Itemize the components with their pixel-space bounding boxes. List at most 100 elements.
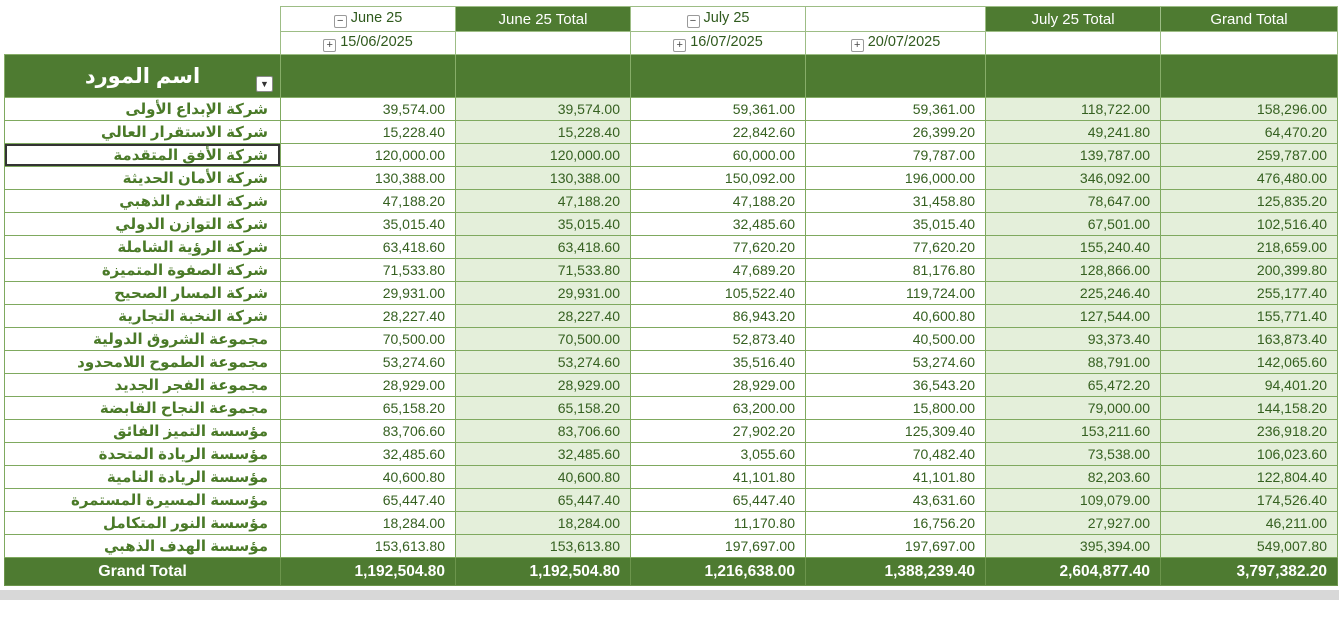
value-cell[interactable]: 3,055.60 — [630, 442, 806, 466]
supplier-name-cell[interactable]: شركة الإبداع الأولى — [4, 97, 281, 121]
collapse-icon[interactable]: − — [686, 15, 700, 28]
value-cell[interactable]: 32,485.60 — [455, 442, 631, 466]
grand-total-value-cell[interactable]: 3,797,382.20 — [1160, 557, 1338, 586]
value-cell[interactable]: 47,188.20 — [280, 189, 456, 213]
june25-total-header-cell[interactable]: June 25 Total — [455, 6, 631, 32]
value-cell[interactable]: 63,418.60 — [280, 235, 456, 259]
value-cell[interactable]: 31,458.80 — [805, 189, 986, 213]
value-cell[interactable]: 153,613.80 — [455, 534, 631, 558]
value-cell[interactable]: 150,092.00 — [630, 166, 806, 190]
supplier-name-cell[interactable]: شركة الصفوة المتميزة — [4, 258, 281, 282]
value-cell[interactable]: 29,931.00 — [455, 281, 631, 305]
value-cell[interactable]: 28,929.00 — [630, 373, 806, 397]
supplier-name-cell[interactable]: شركة الأفق المتقدمة — [4, 143, 281, 167]
value-cell[interactable]: 28,227.40 — [455, 304, 631, 328]
value-cell[interactable]: 65,447.40 — [280, 488, 456, 512]
value-cell[interactable]: 65,447.40 — [455, 488, 631, 512]
value-cell[interactable]: 255,177.40 — [1160, 281, 1338, 305]
value-cell[interactable]: 118,722.00 — [985, 97, 1161, 121]
value-cell[interactable]: 155,240.40 — [985, 235, 1161, 259]
value-cell[interactable]: 47,188.20 — [630, 189, 806, 213]
value-cell[interactable]: 259,787.00 — [1160, 143, 1338, 167]
value-cell[interactable]: 196,000.00 — [805, 166, 986, 190]
grand-total-value-cell[interactable]: 2,604,877.40 — [985, 557, 1161, 586]
value-cell[interactable]: 59,361.00 — [805, 97, 986, 121]
supplier-name-cell[interactable]: مجموعة الطموح اللامحدود — [4, 350, 281, 374]
value-cell[interactable]: 81,176.80 — [805, 258, 986, 282]
value-cell[interactable]: 53,274.60 — [805, 350, 986, 374]
july25-total-header-cell[interactable]: July 25 Total — [985, 6, 1161, 32]
value-cell[interactable]: 120,000.00 — [280, 143, 456, 167]
value-cell[interactable]: 70,482.40 — [805, 442, 986, 466]
value-cell[interactable]: 46,211.00 — [1160, 511, 1338, 535]
value-cell[interactable]: 346,092.00 — [985, 166, 1161, 190]
value-cell[interactable]: 197,697.00 — [805, 534, 986, 558]
supplier-name-cell[interactable]: مجموعة الفجر الجديد — [4, 373, 281, 397]
value-cell[interactable]: 47,689.20 — [630, 258, 806, 282]
value-cell[interactable]: 476,480.00 — [1160, 166, 1338, 190]
value-cell[interactable]: 65,158.20 — [280, 396, 456, 420]
supplier-name-cell[interactable]: مجموعة النجاح القابضة — [4, 396, 281, 420]
value-cell[interactable]: 125,835.20 — [1160, 189, 1338, 213]
value-cell[interactable]: 88,791.00 — [985, 350, 1161, 374]
grand-total-value-cell[interactable]: 1,192,504.80 — [455, 557, 631, 586]
value-cell[interactable]: 40,600.80 — [280, 465, 456, 489]
value-cell[interactable]: 28,929.00 — [455, 373, 631, 397]
value-cell[interactable]: 71,533.80 — [280, 258, 456, 282]
value-cell[interactable]: 225,246.40 — [985, 281, 1161, 305]
value-cell[interactable]: 153,211.60 — [985, 419, 1161, 443]
supplier-name-cell[interactable]: مؤسسة النور المتكامل — [4, 511, 281, 535]
supplier-name-cell[interactable]: شركة التقدم الذهبي — [4, 189, 281, 213]
value-cell[interactable]: 36,543.20 — [805, 373, 986, 397]
value-cell[interactable]: 35,015.40 — [805, 212, 986, 236]
value-cell[interactable]: 139,787.00 — [985, 143, 1161, 167]
value-cell[interactable]: 35,516.40 — [630, 350, 806, 374]
value-cell[interactable]: 65,472.20 — [985, 373, 1161, 397]
grand-total-value-cell[interactable]: 1,388,239.40 — [805, 557, 986, 586]
value-cell[interactable]: 47,188.20 — [455, 189, 631, 213]
value-cell[interactable]: 35,015.40 — [455, 212, 631, 236]
value-cell[interactable]: 65,158.20 — [455, 396, 631, 420]
value-cell[interactable]: 122,804.40 — [1160, 465, 1338, 489]
value-cell[interactable]: 155,771.40 — [1160, 304, 1338, 328]
value-cell[interactable]: 59,361.00 — [630, 97, 806, 121]
value-cell[interactable]: 28,929.00 — [280, 373, 456, 397]
supplier-name-cell[interactable]: شركة المسار الصحيح — [4, 281, 281, 305]
grand-total-header-cell[interactable]: Grand Total — [1160, 6, 1338, 32]
value-cell[interactable]: 18,284.00 — [455, 511, 631, 535]
supplier-name-cell[interactable]: مؤسسة التميز الفائق — [4, 419, 281, 443]
value-cell[interactable]: 32,485.60 — [280, 442, 456, 466]
value-cell[interactable]: 153,613.80 — [280, 534, 456, 558]
filter-dropdown-button[interactable]: ▼ — [256, 76, 273, 92]
value-cell[interactable]: 174,526.40 — [1160, 488, 1338, 512]
supplier-name-cell[interactable]: شركة الرؤية الشاملة — [4, 235, 281, 259]
supplier-name-cell[interactable]: مؤسسة الهدف الذهبي — [4, 534, 281, 558]
value-cell[interactable]: 11,170.80 — [630, 511, 806, 535]
value-cell[interactable]: 40,500.00 — [805, 327, 986, 351]
date-june-cell[interactable]: +15/06/2025 — [280, 31, 456, 55]
expand-icon[interactable]: + — [673, 39, 687, 52]
supplier-name-cell[interactable]: شركة الأمان الحديثة — [4, 166, 281, 190]
value-cell[interactable]: 26,399.20 — [805, 120, 986, 144]
value-cell[interactable]: 28,227.40 — [280, 304, 456, 328]
value-cell[interactable]: 106,023.60 — [1160, 442, 1338, 466]
value-cell[interactable]: 40,600.80 — [455, 465, 631, 489]
value-cell[interactable]: 65,447.40 — [630, 488, 806, 512]
value-cell[interactable]: 41,101.80 — [805, 465, 986, 489]
value-cell[interactable]: 39,574.00 — [280, 97, 456, 121]
date-july1-cell[interactable]: +16/07/2025 — [630, 31, 806, 55]
value-cell[interactable]: 128,866.00 — [985, 258, 1161, 282]
value-cell[interactable]: 43,631.60 — [805, 488, 986, 512]
value-cell[interactable]: 109,079.00 — [985, 488, 1161, 512]
value-cell[interactable]: 63,418.60 — [455, 235, 631, 259]
value-cell[interactable]: 32,485.60 — [630, 212, 806, 236]
value-cell[interactable]: 40,600.80 — [805, 304, 986, 328]
value-cell[interactable]: 94,401.20 — [1160, 373, 1338, 397]
value-cell[interactable]: 144,158.20 — [1160, 396, 1338, 420]
supplier-name-header-cell[interactable]: اسم المورد ▼ — [4, 54, 281, 98]
value-cell[interactable]: 197,697.00 — [630, 534, 806, 558]
value-cell[interactable]: 77,620.20 — [630, 235, 806, 259]
value-cell[interactable]: 200,399.80 — [1160, 258, 1338, 282]
value-cell[interactable]: 130,388.00 — [455, 166, 631, 190]
value-cell[interactable]: 15,228.40 — [455, 120, 631, 144]
